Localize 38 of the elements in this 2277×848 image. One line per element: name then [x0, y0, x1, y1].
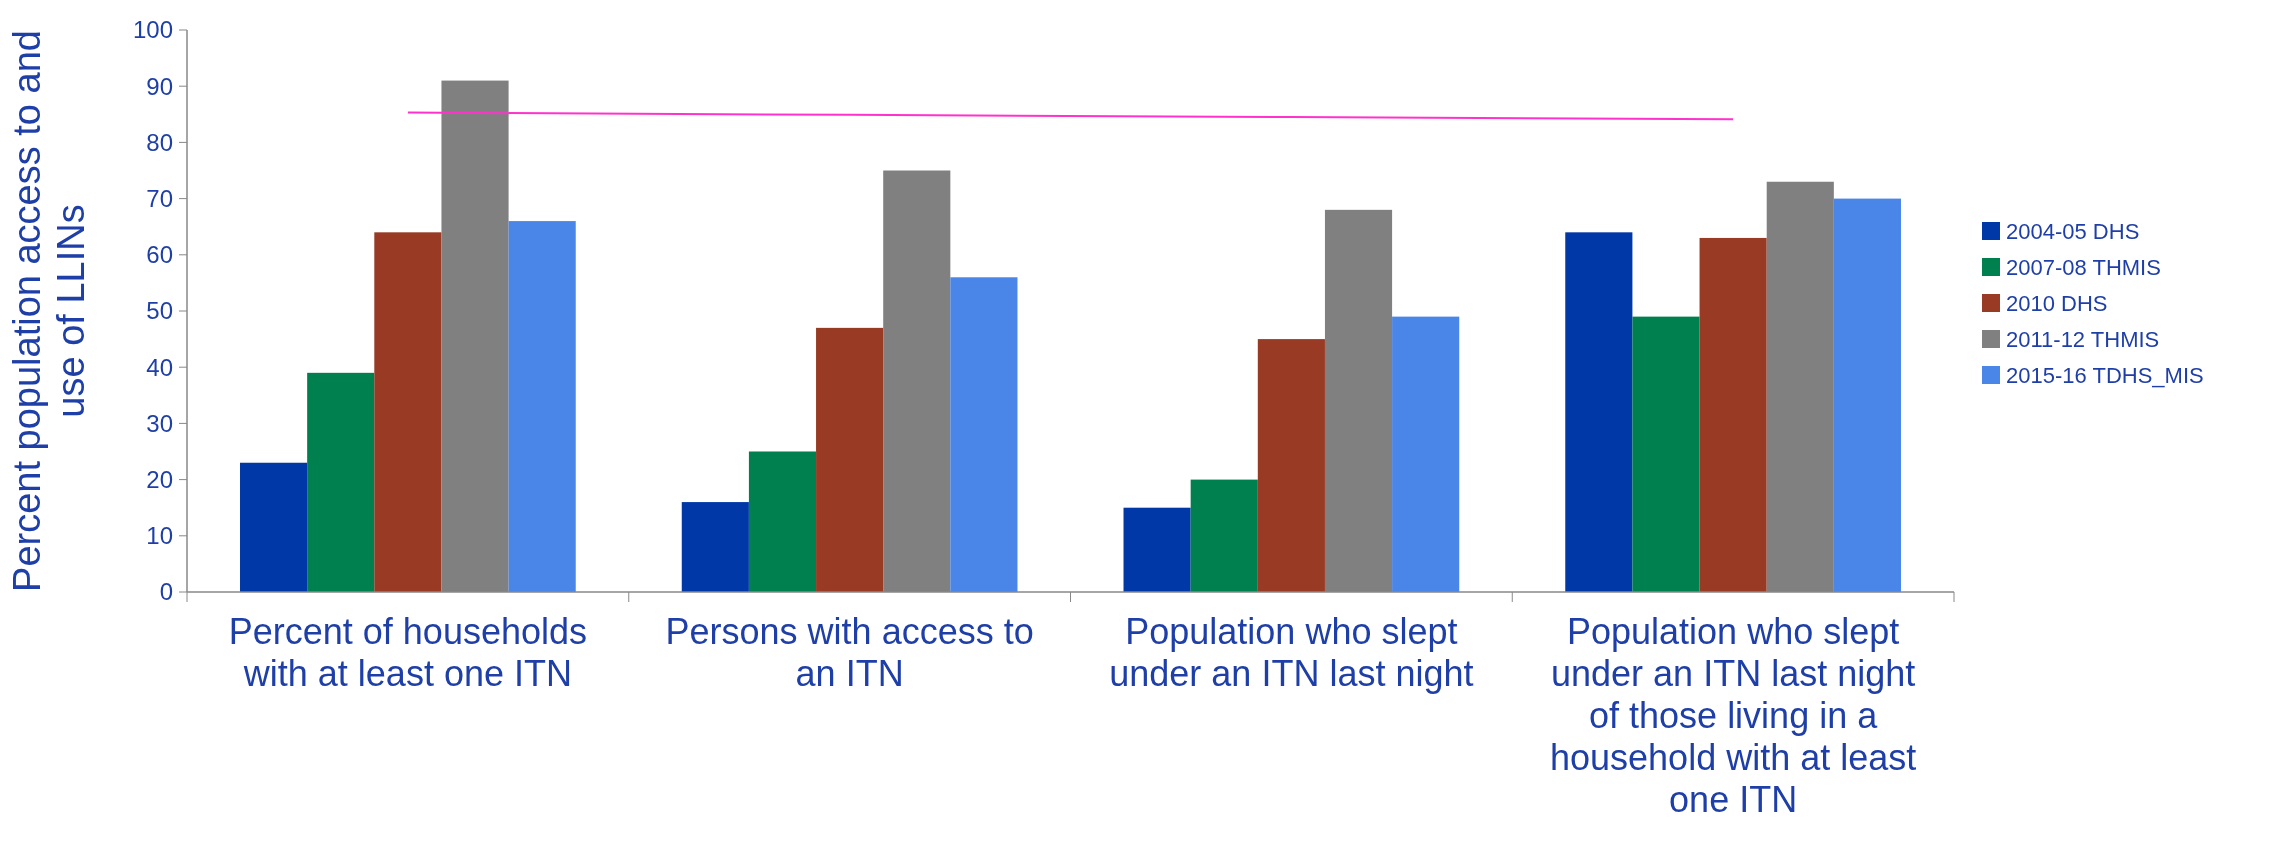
legend-label: 2010 DHS [2006, 290, 2108, 316]
legend-label: 2007-08 THMIS [2006, 254, 2161, 280]
y-tick-label: 30 [146, 409, 173, 437]
x-tick-label: Population who slept under an ITN last night of those living in a household with at least one ITN [1550, 611, 1917, 820]
y-tick-label: 100 [132, 16, 173, 44]
y-tick-label: 90 [146, 72, 173, 100]
line-series [406, 111, 1735, 121]
y-axis-title: Percent population access to and use of LLINs [6, 30, 92, 592]
bar [307, 372, 375, 592]
y-tick-label: 70 [146, 185, 173, 212]
bar [681, 502, 749, 592]
bar [816, 327, 884, 592]
bar [240, 462, 308, 592]
y-tick-label: 0 [159, 578, 173, 606]
bar [1257, 339, 1325, 592]
y-tick-label: 80 [146, 128, 173, 156]
bar [1123, 507, 1191, 592]
bar [1190, 479, 1258, 592]
x-tick-label: Percent of households with at least one ITN [228, 611, 587, 694]
bar [1699, 237, 1767, 592]
y-tick-label: 40 [146, 353, 173, 381]
bar [1632, 316, 1700, 592]
y-tick-label: 10 [146, 522, 173, 550]
legend-label: 2004-05 DHS [2006, 218, 2140, 244]
bar [950, 277, 1018, 592]
bar [1565, 232, 1633, 592]
bar [1392, 316, 1460, 592]
legend-label: 2011-12 THMIS [2006, 326, 2160, 352]
bar [508, 221, 576, 592]
y-tick-label: 50 [146, 297, 173, 325]
x-tick-label: Population who slept under an ITN last night [1109, 611, 1474, 694]
y-tick-label: 60 [146, 241, 173, 269]
bar [748, 451, 817, 592]
y-tick-label: 20 [146, 466, 173, 493]
legend-label: 2015-16 TDHS_MIS [2006, 362, 2204, 388]
bar [1833, 198, 1901, 592]
x-tick-label: Persons with access to an ITN [665, 611, 1034, 694]
bar [374, 232, 442, 592]
